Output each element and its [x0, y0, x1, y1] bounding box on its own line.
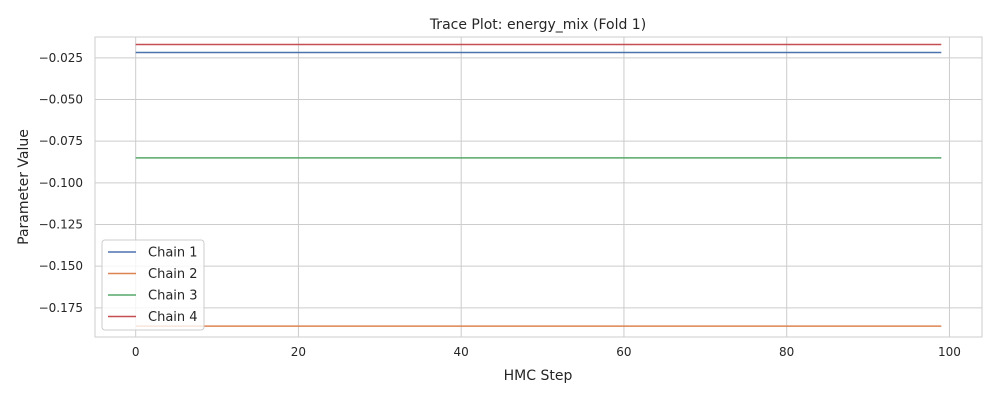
- series-layer: [135, 43, 942, 327]
- plot-area: [94, 36, 983, 338]
- x-tick-label: 20: [291, 345, 306, 359]
- y-tick-label: −0.100: [39, 176, 83, 190]
- y-axis-ticks: −0.025 −0.050 −0.075 −0.100 −0.125 −0.150 −0.1…: [39, 51, 83, 315]
- legend-box: [101, 239, 205, 331]
- legend-label: Chain 4: [148, 310, 198, 325]
- x-tick-label: 100: [938, 345, 961, 359]
- legend-label: Chain 3: [148, 289, 198, 304]
- y-tick-label: −0.075: [39, 134, 83, 148]
- chart-title: Trace Plot: energy_mix (Fold 1): [429, 17, 646, 33]
- grid: [95, 37, 982, 337]
- legend: Chain 1 Chain 2 Chain 3 Chain 4: [101, 239, 205, 331]
- x-tick-label: 80: [779, 345, 794, 359]
- y-axis-label: Parameter Value: [16, 129, 32, 245]
- y-tick-label: −0.050: [39, 93, 83, 107]
- x-tick-label: 0: [132, 345, 140, 359]
- x-tick-label: 40: [454, 345, 469, 359]
- x-axis-ticks: 0 20 40 60 80 100: [132, 345, 961, 359]
- legend-label: Chain 1: [148, 246, 198, 261]
- x-tick-label: 60: [616, 345, 631, 359]
- y-tick-label: −0.175: [39, 301, 83, 315]
- legend-label: Chain 2: [148, 267, 198, 282]
- y-tick-label: −0.150: [39, 259, 83, 273]
- y-tick-label: −0.125: [39, 218, 83, 232]
- y-tick-label: −0.025: [39, 51, 83, 65]
- x-axis-label: HMC Step: [504, 368, 573, 384]
